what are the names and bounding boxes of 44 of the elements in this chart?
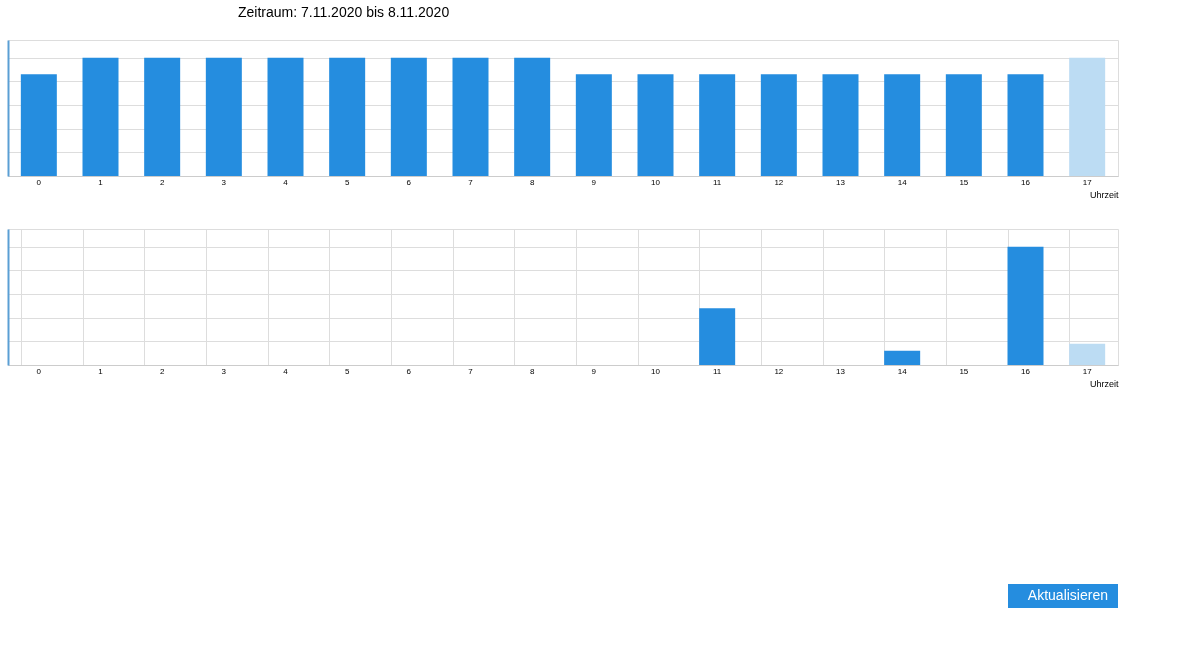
- chart-title: Zeitraum: 7.11.2020 bis 8.11.2020: [238, 4, 450, 20]
- x-tick-label: 2: [159, 366, 165, 376]
- x-axis-title: Uhrzeit: [1089, 189, 1119, 200]
- x-tick-label: 3: [221, 366, 227, 376]
- x-tick-label: 4: [283, 177, 289, 187]
- x-tick-label: 11: [713, 366, 722, 376]
- x-tick-label: 16: [1021, 177, 1031, 187]
- x-tick-label: 0: [36, 177, 42, 187]
- bar: [1069, 343, 1106, 365]
- x-tick-label: 14: [897, 366, 908, 376]
- x-tick-label: 0: [36, 366, 42, 376]
- x-tick-label: 12: [774, 177, 784, 187]
- x-tick-label: 8: [529, 177, 535, 187]
- x-tick-label: 10: [651, 177, 661, 187]
- x-tick-label: 7: [468, 366, 474, 376]
- bar: [1007, 246, 1044, 365]
- x-tick-label: 6: [406, 366, 412, 376]
- bar: [884, 350, 921, 365]
- x-tick-label: 9: [591, 366, 597, 376]
- x-axis-title: Uhrzeit: [1089, 378, 1119, 389]
- x-tick-label: 13: [836, 177, 846, 187]
- x-tick-label: 15: [959, 366, 969, 376]
- x-tick-label: 1: [98, 177, 104, 187]
- x-tick-label: 14: [897, 177, 908, 187]
- x-tick-label: 3: [221, 177, 227, 187]
- x-tick-label: 5: [344, 366, 350, 376]
- x-tick-label: 15: [959, 177, 969, 187]
- x-tick-label: 9: [591, 177, 597, 187]
- x-tick-label: 17: [1082, 177, 1093, 187]
- x-tick-label: 17: [1082, 366, 1093, 376]
- x-tick-label: 1: [98, 366, 104, 376]
- x-tick-label: 11: [713, 177, 722, 187]
- x-tick-label: 6: [406, 177, 412, 187]
- x-tick-label: 12: [774, 366, 784, 376]
- x-tick-label: 2: [159, 177, 165, 187]
- x-tick-label: 8: [529, 366, 535, 376]
- x-tick-label: 7: [468, 177, 474, 187]
- x-tick-label: 10: [651, 366, 661, 376]
- text: Aktualisieren: [1027, 587, 1108, 603]
- bar: [699, 308, 736, 365]
- x-tick-label: 4: [283, 366, 289, 376]
- x-tick-label: 5: [344, 177, 350, 187]
- x-tick-label: 13: [836, 366, 846, 376]
- x-tick-label: 16: [1021, 366, 1031, 376]
